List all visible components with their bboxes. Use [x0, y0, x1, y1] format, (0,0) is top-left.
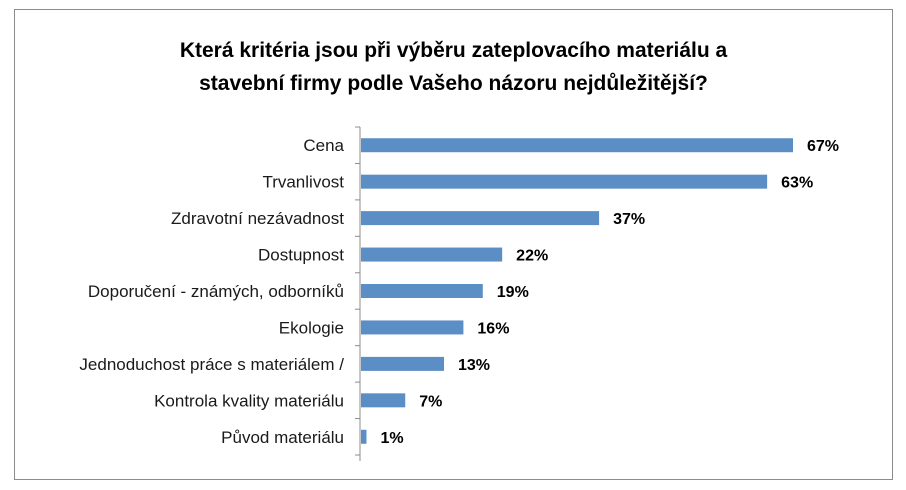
data-label: 16%	[477, 320, 509, 337]
data-label: 13%	[458, 357, 490, 374]
bar	[361, 320, 464, 335]
bar	[361, 174, 768, 189]
chart-frame: Která kritéria jsou při výběru zateplova…	[14, 9, 893, 480]
category-label: Dostupnost	[258, 246, 344, 265]
chart-title: Která kritéria jsou při výběru zateplova…	[15, 34, 892, 100]
chart-title-line-1: Která kritéria jsou při výběru zateplova…	[179, 39, 728, 62]
bar	[361, 356, 445, 371]
data-label: 7%	[419, 393, 442, 410]
category-label: Cena	[303, 136, 344, 155]
bar	[361, 429, 367, 444]
data-label: 63%	[781, 175, 813, 192]
category-label: Kontrola kvality materiálu	[154, 391, 344, 410]
data-label: 1%	[380, 430, 403, 447]
category-label: Trvanlivost	[262, 173, 344, 192]
bar	[361, 393, 406, 408]
data-label: 22%	[516, 248, 548, 265]
bar	[361, 211, 600, 226]
bar	[361, 138, 793, 153]
category-label: Jednoduchost práce s materiálem /	[79, 355, 344, 374]
data-label: 67%	[807, 138, 839, 155]
category-label: Ekologie	[279, 318, 344, 337]
bar	[361, 284, 483, 298]
category-label: Doporučení - známých, odborníků	[88, 282, 344, 301]
category-label: Původ materiálu	[221, 428, 344, 447]
data-label: 19%	[497, 284, 529, 301]
data-label: 37%	[613, 211, 645, 228]
chart-title-line-2: stavební firmy podle Vašeho názoru nejdů…	[199, 72, 708, 95]
category-label: Zdravotní nezávadnost	[171, 209, 344, 228]
bar	[361, 247, 503, 262]
